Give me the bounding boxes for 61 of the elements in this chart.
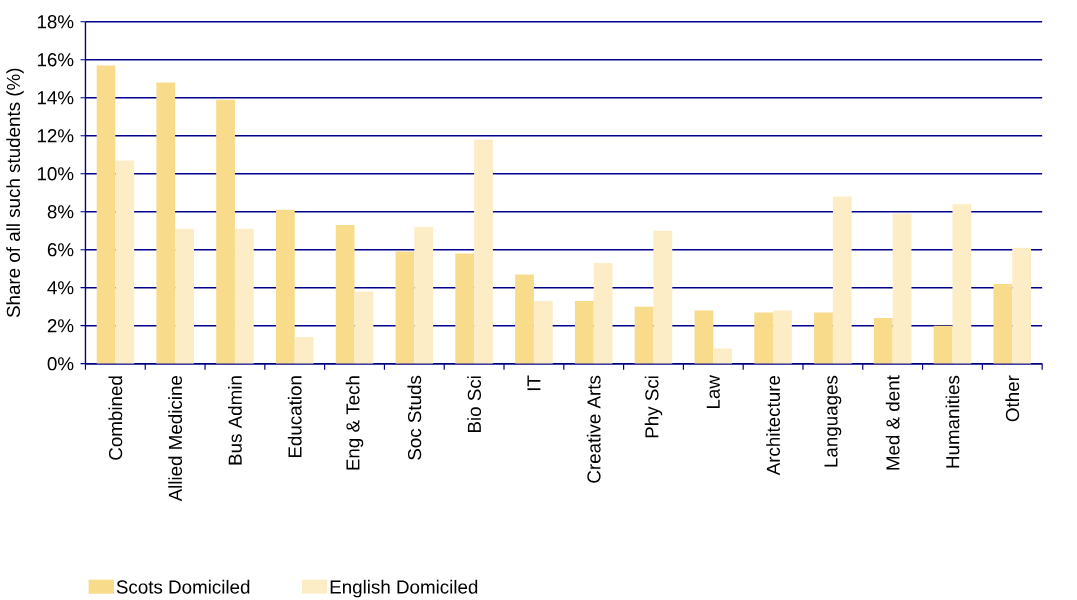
legend-label: Scots Domiciled — [116, 579, 250, 594]
bar — [515, 274, 534, 364]
bar — [933, 325, 953, 364]
bar — [892, 213, 912, 364]
y-tick-label: 6% — [47, 242, 74, 257]
y-tick-label: 14% — [37, 91, 74, 105]
x-tick-label: Allied Medicine — [168, 375, 183, 502]
bar — [234, 228, 254, 364]
y-tick-label: 16% — [37, 52, 74, 67]
x-tick-label: Eng & Tech — [345, 376, 364, 470]
bar — [574, 300, 594, 364]
bar — [175, 228, 194, 364]
bar — [474, 139, 493, 364]
x-tick-label: Architecture — [766, 375, 780, 476]
bar — [275, 209, 295, 364]
bar — [814, 312, 833, 364]
x-tick-label: IT — [527, 375, 541, 390]
bar — [713, 348, 733, 364]
x-tick-label: Soc Studs — [407, 375, 422, 460]
x-tick-label: Combined — [108, 376, 123, 460]
bar — [455, 253, 475, 364]
x-tick-label: Law — [706, 374, 720, 408]
y-tick-label: 2% — [47, 318, 74, 333]
bar — [1012, 247, 1032, 364]
x-tick-label: Other — [1005, 375, 1020, 422]
y-tick-label: 12% — [37, 129, 74, 143]
x-tick-label: Phy Sci — [644, 376, 663, 438]
y-tick-label: 18% — [37, 14, 74, 29]
bar — [294, 336, 314, 364]
x-tick-label: Bus Admin — [228, 376, 242, 465]
bar — [156, 82, 176, 364]
x-tick-label: Education — [287, 376, 302, 457]
bar — [952, 204, 972, 364]
bar — [395, 251, 415, 364]
y-tick-label: 10% — [37, 166, 74, 181]
bar — [634, 306, 654, 364]
legend-label: English Domiciled — [330, 579, 478, 598]
y-tick-label: 8% — [47, 204, 74, 219]
bar — [694, 310, 714, 364]
bar — [533, 300, 553, 364]
bar — [593, 262, 613, 364]
bar — [335, 224, 355, 364]
bar — [96, 65, 116, 364]
y-tick-label: 0% — [47, 356, 74, 371]
x-tick-label: Med & dent — [885, 375, 900, 470]
bar — [216, 99, 235, 364]
y-axis-title: Share of all such students (%) — [6, 68, 24, 317]
bar — [414, 226, 434, 364]
bar — [115, 160, 135, 364]
bar — [993, 283, 1013, 364]
bar — [653, 230, 673, 364]
bar — [773, 310, 792, 364]
bar — [832, 196, 852, 364]
x-tick-label: Bio Sci — [467, 376, 482, 432]
bar — [754, 312, 774, 364]
x-tick-label: Languages — [824, 375, 842, 467]
x-tick-label: Humanities — [945, 375, 960, 468]
y-tick-label: 4% — [47, 281, 74, 295]
bar — [873, 317, 893, 364]
x-tick-label: Creative Arts — [586, 375, 601, 483]
bar — [354, 291, 374, 364]
